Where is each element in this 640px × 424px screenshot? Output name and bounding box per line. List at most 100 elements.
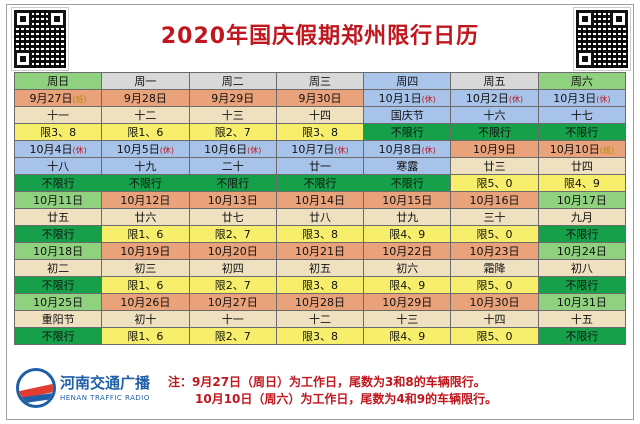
date-label: 10月7日 [291, 143, 335, 156]
workday-badge: (班) [599, 146, 614, 155]
lunar-date: 十一 [13, 106, 103, 124]
lunar-date: 二十 [188, 157, 277, 175]
date-label: 10月12日 [120, 194, 171, 207]
date-label: 10月28日 [294, 296, 345, 309]
day-date: 9月27日(班) [13, 89, 103, 107]
day-date: 10月19日 [101, 242, 190, 260]
restriction-rule: 不限行 [363, 174, 452, 192]
day-date: 10月9日 [450, 140, 539, 158]
lunar-date: 初三 [101, 259, 190, 277]
day-date: 10月1日(休) [363, 89, 452, 107]
date-label: 10月29日 [382, 296, 433, 309]
weekday-header: 周五 [450, 72, 539, 90]
lunar-date: 廿六 [101, 208, 190, 226]
day-date: 10月17日 [537, 191, 627, 209]
restriction-rule: 不限行 [363, 123, 452, 141]
day-date: 10月8日(休) [363, 140, 452, 158]
lunar-date: 十二 [275, 310, 365, 328]
lunar-date: 十九 [101, 157, 190, 175]
weekday-header: 周六 [537, 72, 627, 90]
lunar-date: 十三 [188, 106, 277, 124]
date-label: 10月26日 [120, 296, 171, 309]
date-label: 10月18日 [33, 245, 84, 258]
lunar-date: 初五 [275, 259, 365, 277]
restriction-rule: 限4、9 [363, 225, 452, 243]
weekday-header: 周三 [275, 72, 365, 90]
date-row: 10月4日(休) 10月5日(休) 10月6日(休) 10月7日(休) 10月8日(休)… [13, 140, 627, 158]
day-date: 10月21日 [275, 242, 365, 260]
lunar-row: 廿五 廿六 廿七 廿八 廿九 三十 九月 [13, 208, 627, 226]
day-date: 10月4日(休) [13, 140, 103, 158]
weekday-header: 周二 [188, 72, 277, 90]
station-logo: 河南交通广播 HENAN TRAFFIC RADIO [16, 366, 166, 414]
day-date: 10月29日 [363, 293, 452, 311]
lunar-date: 初六 [363, 259, 452, 277]
date-label: 10月25日 [33, 296, 84, 309]
lunar-date: 十八 [13, 157, 103, 175]
restriction-rule: 限1、6 [101, 225, 190, 243]
date-label: 10月23日 [469, 245, 520, 258]
day-date: 9月28日 [101, 89, 190, 107]
lunar-date: 廿九 [363, 208, 452, 226]
lunar-date: 十五 [537, 310, 627, 328]
date-label: 9月27日 [29, 92, 73, 105]
date-label: 10月17日 [556, 194, 607, 207]
day-date: 10月2日(休) [450, 89, 539, 107]
logo-english-name: HENAN TRAFFIC RADIO [60, 394, 150, 402]
lunar-date: 十二 [101, 106, 190, 124]
date-label: 10月10日 [549, 143, 600, 156]
day-date: 10月11日 [13, 191, 103, 209]
restriction-rule: 不限行 [101, 174, 190, 192]
restriction-rule: 不限行 [188, 174, 277, 192]
restriction-rule: 不限行 [537, 225, 627, 243]
day-date: 10月30日 [450, 293, 539, 311]
page-title: 2020年国庆假期郑州限行日历 [160, 24, 480, 49]
restriction-rule: 不限行 [450, 123, 539, 141]
restriction-rule: 限3、8 [275, 276, 365, 294]
day-date: 10月7日(休) [275, 140, 365, 158]
restriction-rule: 限4、9 [363, 276, 452, 294]
workday-badge: (班) [72, 95, 87, 104]
lunar-date: 初二 [13, 259, 103, 277]
qr-code-left-icon [12, 8, 68, 70]
restriction-row: 不限行 限1、6 限2、7 限3、8 限4、9 限5、0 不限行 [13, 327, 627, 345]
date-row: 10月25日 10月26日 10月27日 10月28日 10月29日 10月30日 10月3… [13, 293, 627, 311]
lunar-date: 霜降 [450, 259, 539, 277]
restriction-rule: 限4、9 [363, 327, 452, 345]
date-label: 9月29日 [211, 92, 255, 105]
date-label: 10月13日 [207, 194, 258, 207]
qr-code-right-icon [574, 8, 630, 70]
restriction-rule: 不限行 [537, 123, 627, 141]
lunar-row: 初二 初三 初四 初五 初六 霜降 初八 [13, 259, 627, 277]
lunar-date: 三十 [450, 208, 539, 226]
restriction-rule: 限5、0 [450, 225, 539, 243]
lunar-date: 初四 [188, 259, 277, 277]
date-label: 10月1日 [378, 92, 422, 105]
restriction-calendar: 周日 周一 周二 周三 周四 周五 周六 9月27日(班) 9月28日 9月29日 9月30日 10月… [13, 72, 627, 345]
date-label: 10月27日 [207, 296, 258, 309]
holiday-badge: (休) [421, 95, 436, 104]
lunar-date: 初十 [101, 310, 190, 328]
date-label: 10月11日 [33, 194, 84, 207]
date-label: 10月3日 [553, 92, 597, 105]
lunar-date: 初八 [537, 259, 627, 277]
lunar-date: 寒露 [363, 157, 452, 175]
lunar-date: 廿五 [13, 208, 103, 226]
lunar-date: 廿一 [275, 157, 365, 175]
weekday-header: 周四 [363, 72, 452, 90]
date-label: 10月31日 [556, 296, 607, 309]
restriction-rule: 限2、7 [188, 276, 277, 294]
restriction-rule: 不限行 [13, 276, 103, 294]
restriction-row: 限3、8 限1、6 限2、7 限3、8 不限行 不限行 不限行 [13, 123, 627, 141]
restriction-rule: 不限行 [13, 225, 103, 243]
restriction-rule: 限4、9 [537, 174, 627, 192]
day-date: 10月3日(休) [537, 89, 627, 107]
holiday-badge: (休) [508, 95, 524, 104]
date-label: 10月9日 [473, 143, 517, 156]
lunar-date: 十三 [363, 310, 452, 328]
day-date: 10月10日(班) [537, 140, 627, 158]
date-label: 10月2日 [465, 92, 509, 105]
restriction-rule: 限1、6 [101, 327, 190, 345]
restriction-rule: 限3、8 [275, 123, 365, 141]
holiday-badge: (休) [247, 146, 262, 155]
